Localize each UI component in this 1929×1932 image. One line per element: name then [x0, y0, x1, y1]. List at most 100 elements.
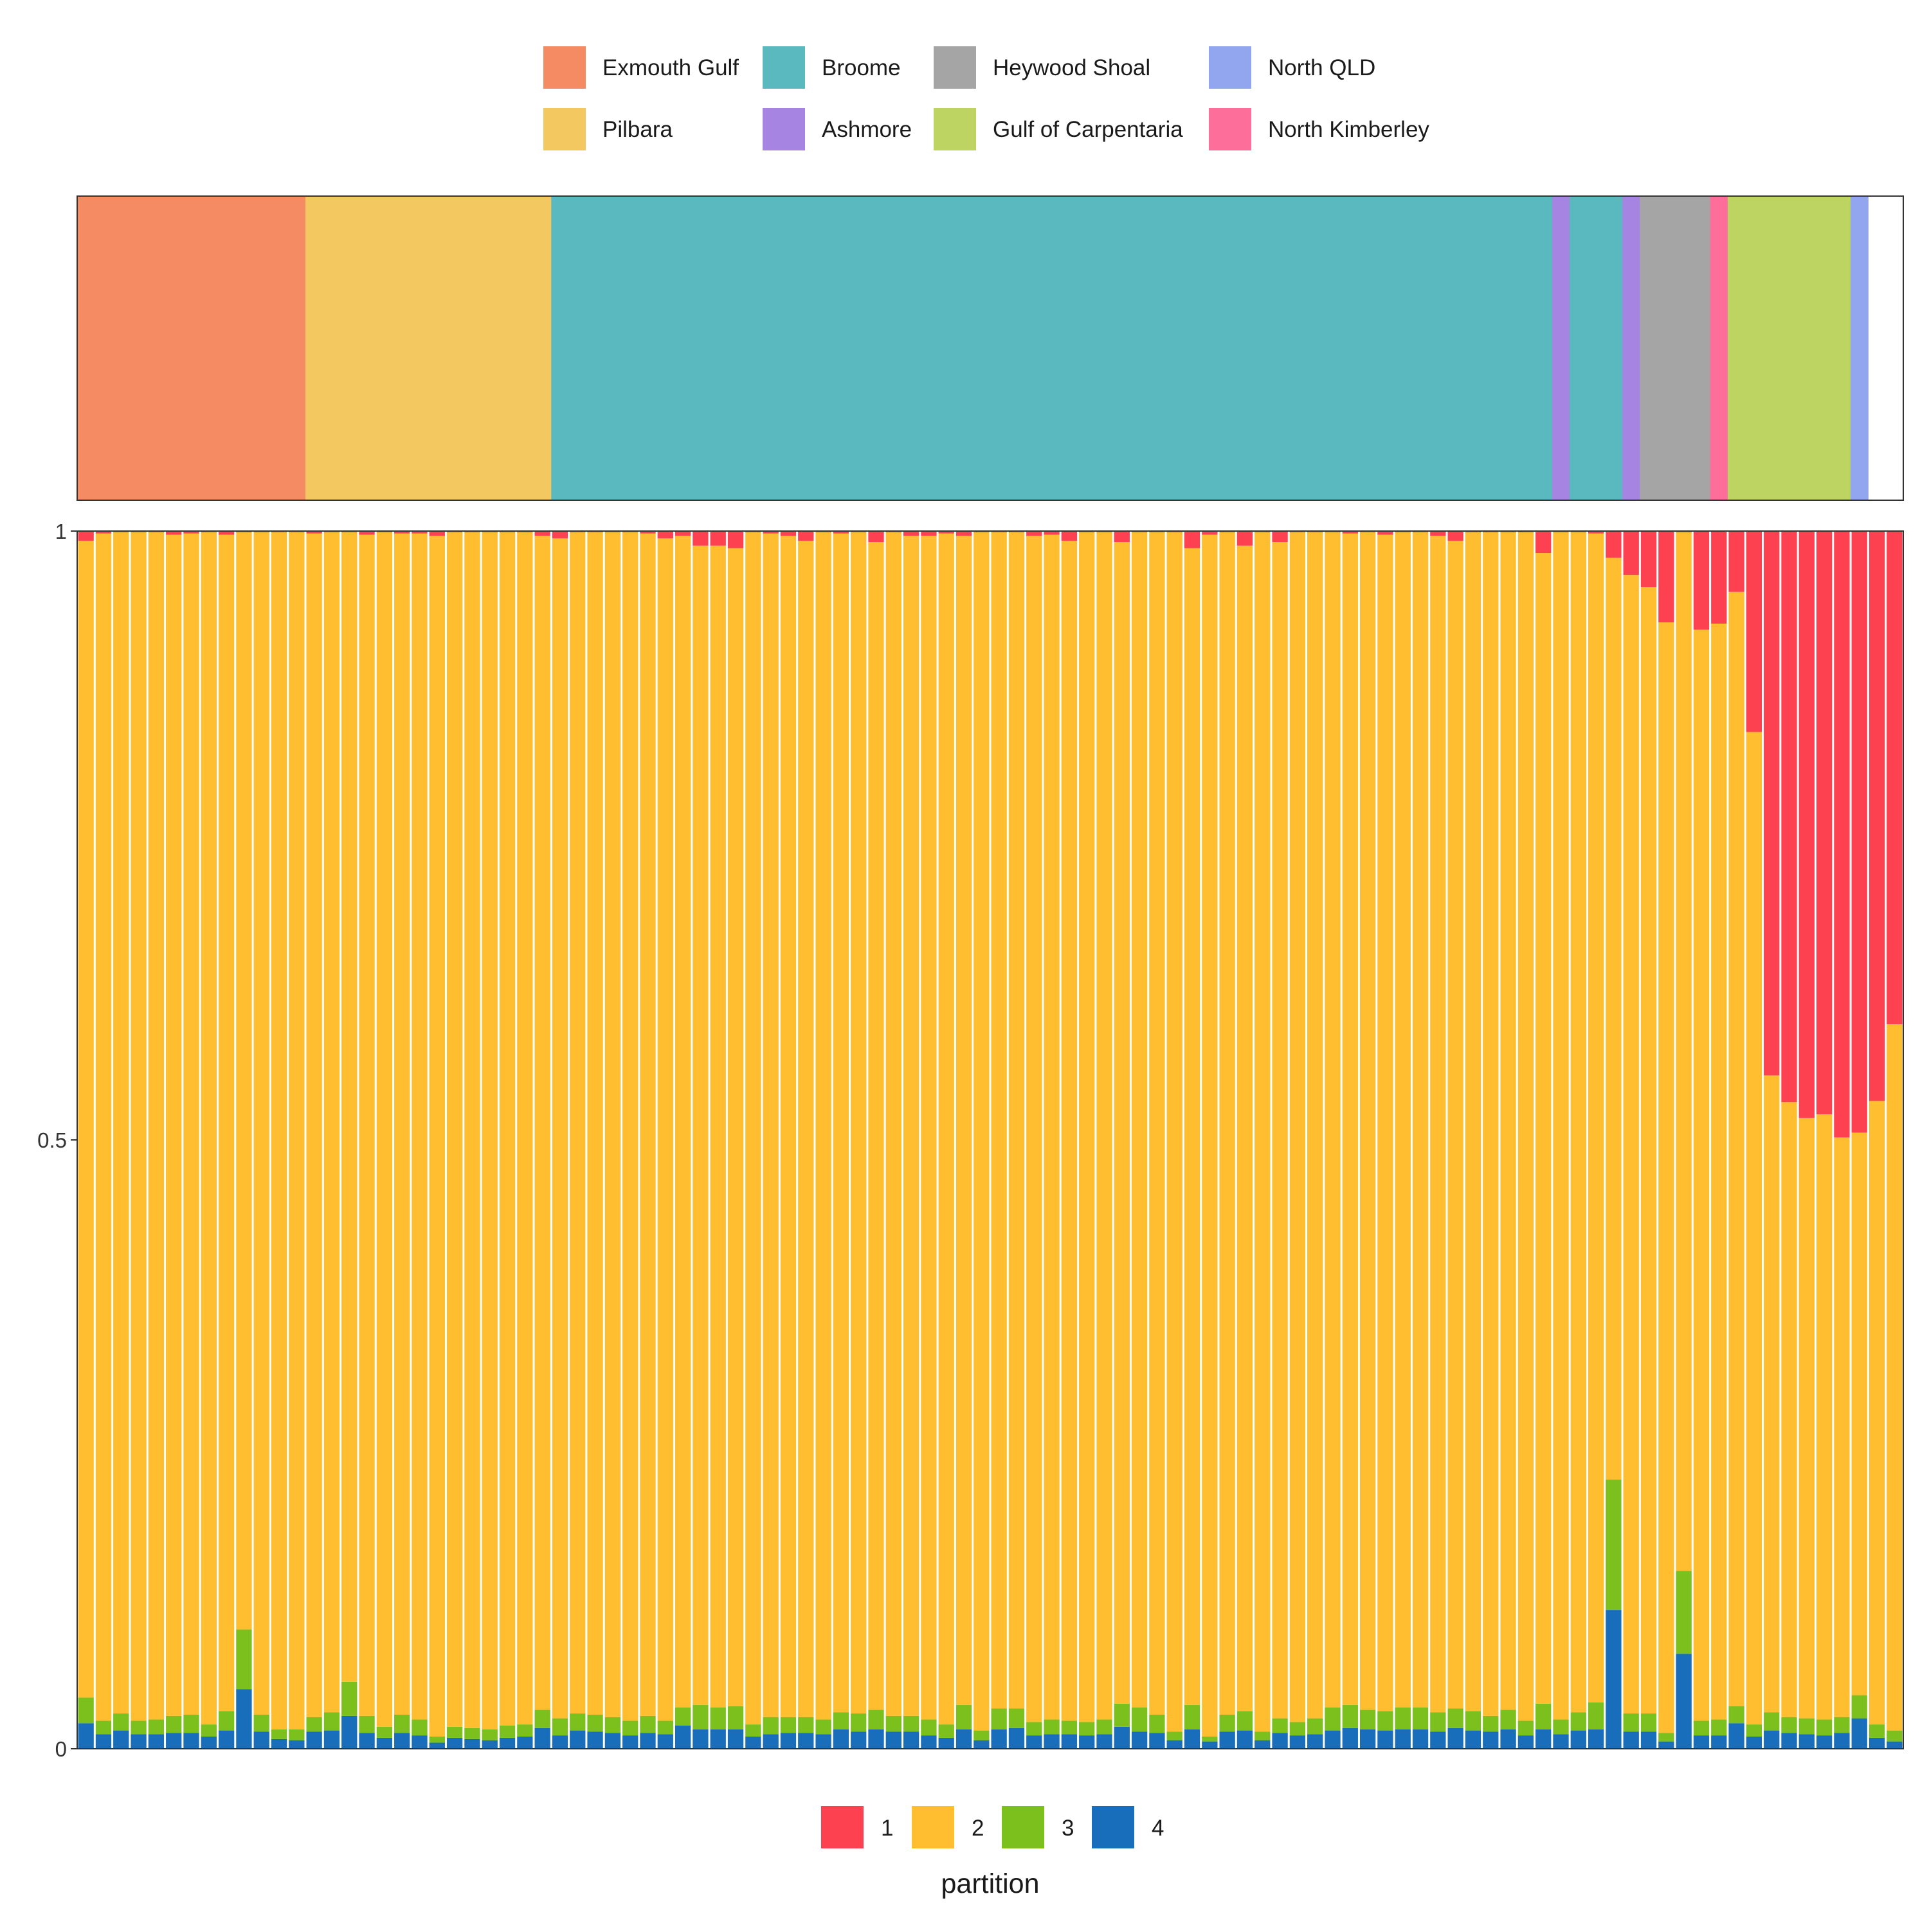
bar-individual — [1606, 531, 1622, 1749]
bar-segment-partition-3 — [1377, 1711, 1393, 1731]
bar-segment-partition-3 — [1606, 1479, 1622, 1611]
bar-individual — [1658, 531, 1674, 1749]
bar-segment-partition-3 — [1412, 1707, 1429, 1729]
region-legend-label: Pilbara — [602, 117, 673, 142]
bar-individual — [1535, 531, 1552, 1749]
bar-segment-partition-1 — [640, 531, 656, 534]
bar-segment-partition-4 — [148, 1734, 165, 1749]
bar-segment-partition-3 — [657, 1720, 673, 1735]
bar-individual — [1412, 531, 1429, 1749]
bar-individual — [815, 531, 831, 1749]
bar-segment-partition-2 — [1764, 1075, 1780, 1713]
bar-segment-partition-1 — [1728, 531, 1744, 592]
bar-segment-partition-4 — [1202, 1741, 1218, 1749]
bar-segment-partition-1 — [833, 531, 849, 534]
partition-legend: 1 2 3 4 partition — [821, 1806, 1164, 1899]
bar-segment-partition-3 — [675, 1707, 691, 1726]
bar-segment-partition-1 — [1658, 531, 1674, 623]
bar-segment-partition-3 — [1570, 1712, 1586, 1731]
bar-segment-partition-3 — [798, 1717, 814, 1733]
bar-segment-partition-2 — [921, 536, 937, 1720]
bar-segment-partition-4 — [974, 1740, 990, 1749]
bar-segment-partition-4 — [727, 1729, 744, 1749]
bar-segment-partition-2 — [1219, 532, 1235, 1715]
bar-segment-partition-3 — [236, 1629, 252, 1690]
bar-segment-partition-1 — [1447, 531, 1463, 541]
bar-segment-partition-4 — [604, 1733, 621, 1749]
bar-individual — [921, 531, 937, 1749]
bar-segment-partition-2 — [851, 532, 867, 1714]
bar-individual — [1096, 531, 1112, 1749]
region-strip-segment — [1570, 196, 1623, 500]
bar-segment-partition-4 — [955, 1729, 972, 1749]
partition-legend-label: 4 — [1152, 1816, 1164, 1841]
bar-segment-partition-3 — [376, 1726, 393, 1738]
region-legend-key — [934, 46, 976, 89]
region-strip-segment — [1727, 196, 1851, 500]
region-legend-label: North Kimberley — [1268, 117, 1429, 142]
bar-segment-partition-3 — [1623, 1713, 1639, 1732]
y-tick-label: 1 — [55, 519, 67, 543]
bar-individual — [429, 531, 445, 1749]
bar-segment-partition-1 — [1606, 531, 1622, 558]
bar-segment-partition-3 — [1483, 1715, 1499, 1732]
bar-segment-partition-4 — [938, 1737, 954, 1749]
bar-segment-partition-4 — [1798, 1734, 1815, 1749]
partition-legend-key — [1002, 1806, 1044, 1848]
bar-segment-partition-4 — [570, 1730, 586, 1749]
bar-segment-partition-1 — [1044, 531, 1060, 535]
bar-segment-partition-2 — [1517, 532, 1534, 1721]
bar-segment-partition-1 — [1623, 531, 1639, 575]
bar-segment-partition-2 — [1728, 591, 1744, 1706]
bar-segment-partition-3 — [1746, 1724, 1762, 1737]
bar-individual — [640, 531, 656, 1749]
bar-individual — [1166, 531, 1182, 1749]
partition-legend-key — [912, 1806, 954, 1848]
bar-individual — [253, 531, 269, 1749]
bar-individual — [1149, 531, 1165, 1749]
bar-segment-partition-2 — [1325, 532, 1341, 1708]
bar-segment-partition-2 — [482, 532, 498, 1729]
bar-segment-partition-2 — [306, 533, 322, 1717]
bar-segment-partition-2 — [1834, 1137, 1850, 1717]
bar-segment-partition-2 — [376, 532, 393, 1727]
bar-segment-partition-3 — [745, 1724, 761, 1737]
bar-segment-partition-4 — [657, 1734, 673, 1749]
bar-segment-partition-2 — [359, 534, 375, 1716]
bar-individual — [218, 531, 235, 1749]
bar-segment-partition-4 — [1640, 1731, 1657, 1749]
bar-segment-partition-1 — [1781, 531, 1797, 1103]
bar-segment-partition-3 — [1342, 1704, 1358, 1728]
bar-segment-partition-4 — [1114, 1726, 1130, 1749]
bar-individual — [271, 531, 287, 1749]
bar-individual — [446, 531, 463, 1749]
bar-segment-partition-3 — [604, 1717, 621, 1733]
bar-segment-partition-2 — [1166, 532, 1182, 1732]
bar-segment-partition-4 — [675, 1726, 691, 1749]
bar-individual — [1851, 531, 1867, 1749]
bar-individual — [1377, 531, 1393, 1749]
bar-segment-partition-4 — [903, 1731, 919, 1749]
bar-segment-partition-1 — [359, 531, 375, 535]
bar-individual — [1816, 531, 1833, 1749]
bar-segment-partition-3 — [1026, 1722, 1042, 1736]
bar-segment-partition-2 — [464, 532, 480, 1728]
bar-segment-partition-1 — [1693, 531, 1710, 630]
bar-segment-partition-4 — [482, 1740, 498, 1749]
bar-individual — [1325, 531, 1341, 1749]
bar-segment-partition-2 — [1254, 532, 1271, 1732]
bar-individual — [851, 531, 867, 1749]
region-legend-label: Ashmore — [822, 117, 912, 142]
bar-segment-partition-4 — [517, 1737, 533, 1749]
bar-segment-partition-4 — [552, 1735, 568, 1749]
bar-segment-partition-3 — [693, 1704, 709, 1729]
bar-segment-partition-2 — [868, 542, 884, 1710]
bar-individual — [727, 531, 744, 1749]
bar-segment-partition-3 — [1728, 1706, 1744, 1724]
bar-segment-partition-4 — [1184, 1729, 1200, 1749]
region-legend-key — [543, 108, 586, 150]
bar-segment-partition-1 — [955, 531, 972, 536]
bar-segment-partition-2 — [78, 541, 94, 1698]
